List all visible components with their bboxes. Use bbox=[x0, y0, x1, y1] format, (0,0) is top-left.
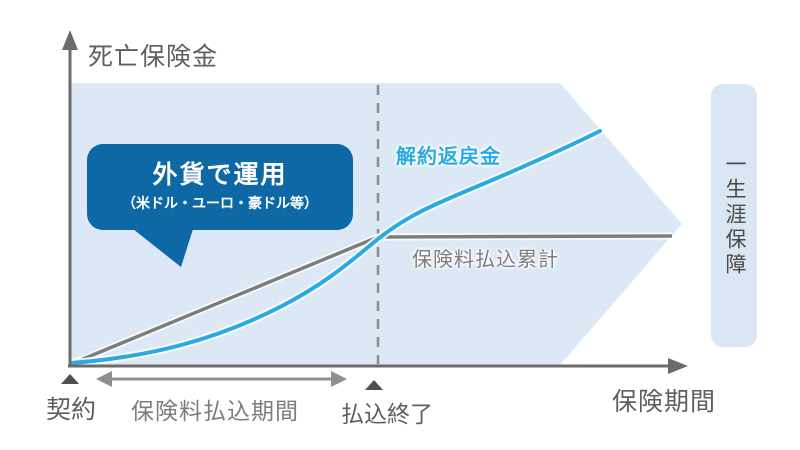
x-axis-arrowhead bbox=[668, 358, 688, 374]
contract-marker-triangle bbox=[61, 374, 79, 384]
y-axis-arrowhead bbox=[62, 30, 78, 50]
callout-bubble: 外貨で運用 （米ドル・ユーロ・豪ドル等） bbox=[87, 144, 353, 230]
lifetime-coverage-label: 一生涯保障 bbox=[723, 153, 746, 278]
payment-period-arrowhead-left bbox=[96, 371, 112, 387]
payment-end-label: 払込終了 bbox=[341, 401, 433, 427]
callout-bubble-tail bbox=[133, 229, 193, 267]
contract-label: 契約 bbox=[46, 396, 97, 424]
payment-end-marker-triangle bbox=[365, 380, 383, 390]
y-axis-label: 死亡保険金 bbox=[88, 43, 219, 71]
callout-subtitle: （米ドル・ユーロ・豪ドル等） bbox=[122, 194, 318, 211]
surrender-value-curve bbox=[69, 129, 602, 365]
callout-title: 外貨で運用 bbox=[152, 161, 288, 190]
payment-period-label: 保険料払込期間 bbox=[131, 398, 299, 424]
surrender-value-label: 解約返戻金 bbox=[396, 146, 501, 168]
payment-period-arrowhead-right bbox=[331, 371, 347, 387]
x-axis-label: 保険期間 bbox=[612, 388, 717, 416]
cumulative-premium-label: 保険料払込累計 bbox=[412, 249, 559, 271]
lifetime-coverage-band: 一生涯保障 bbox=[711, 84, 757, 347]
